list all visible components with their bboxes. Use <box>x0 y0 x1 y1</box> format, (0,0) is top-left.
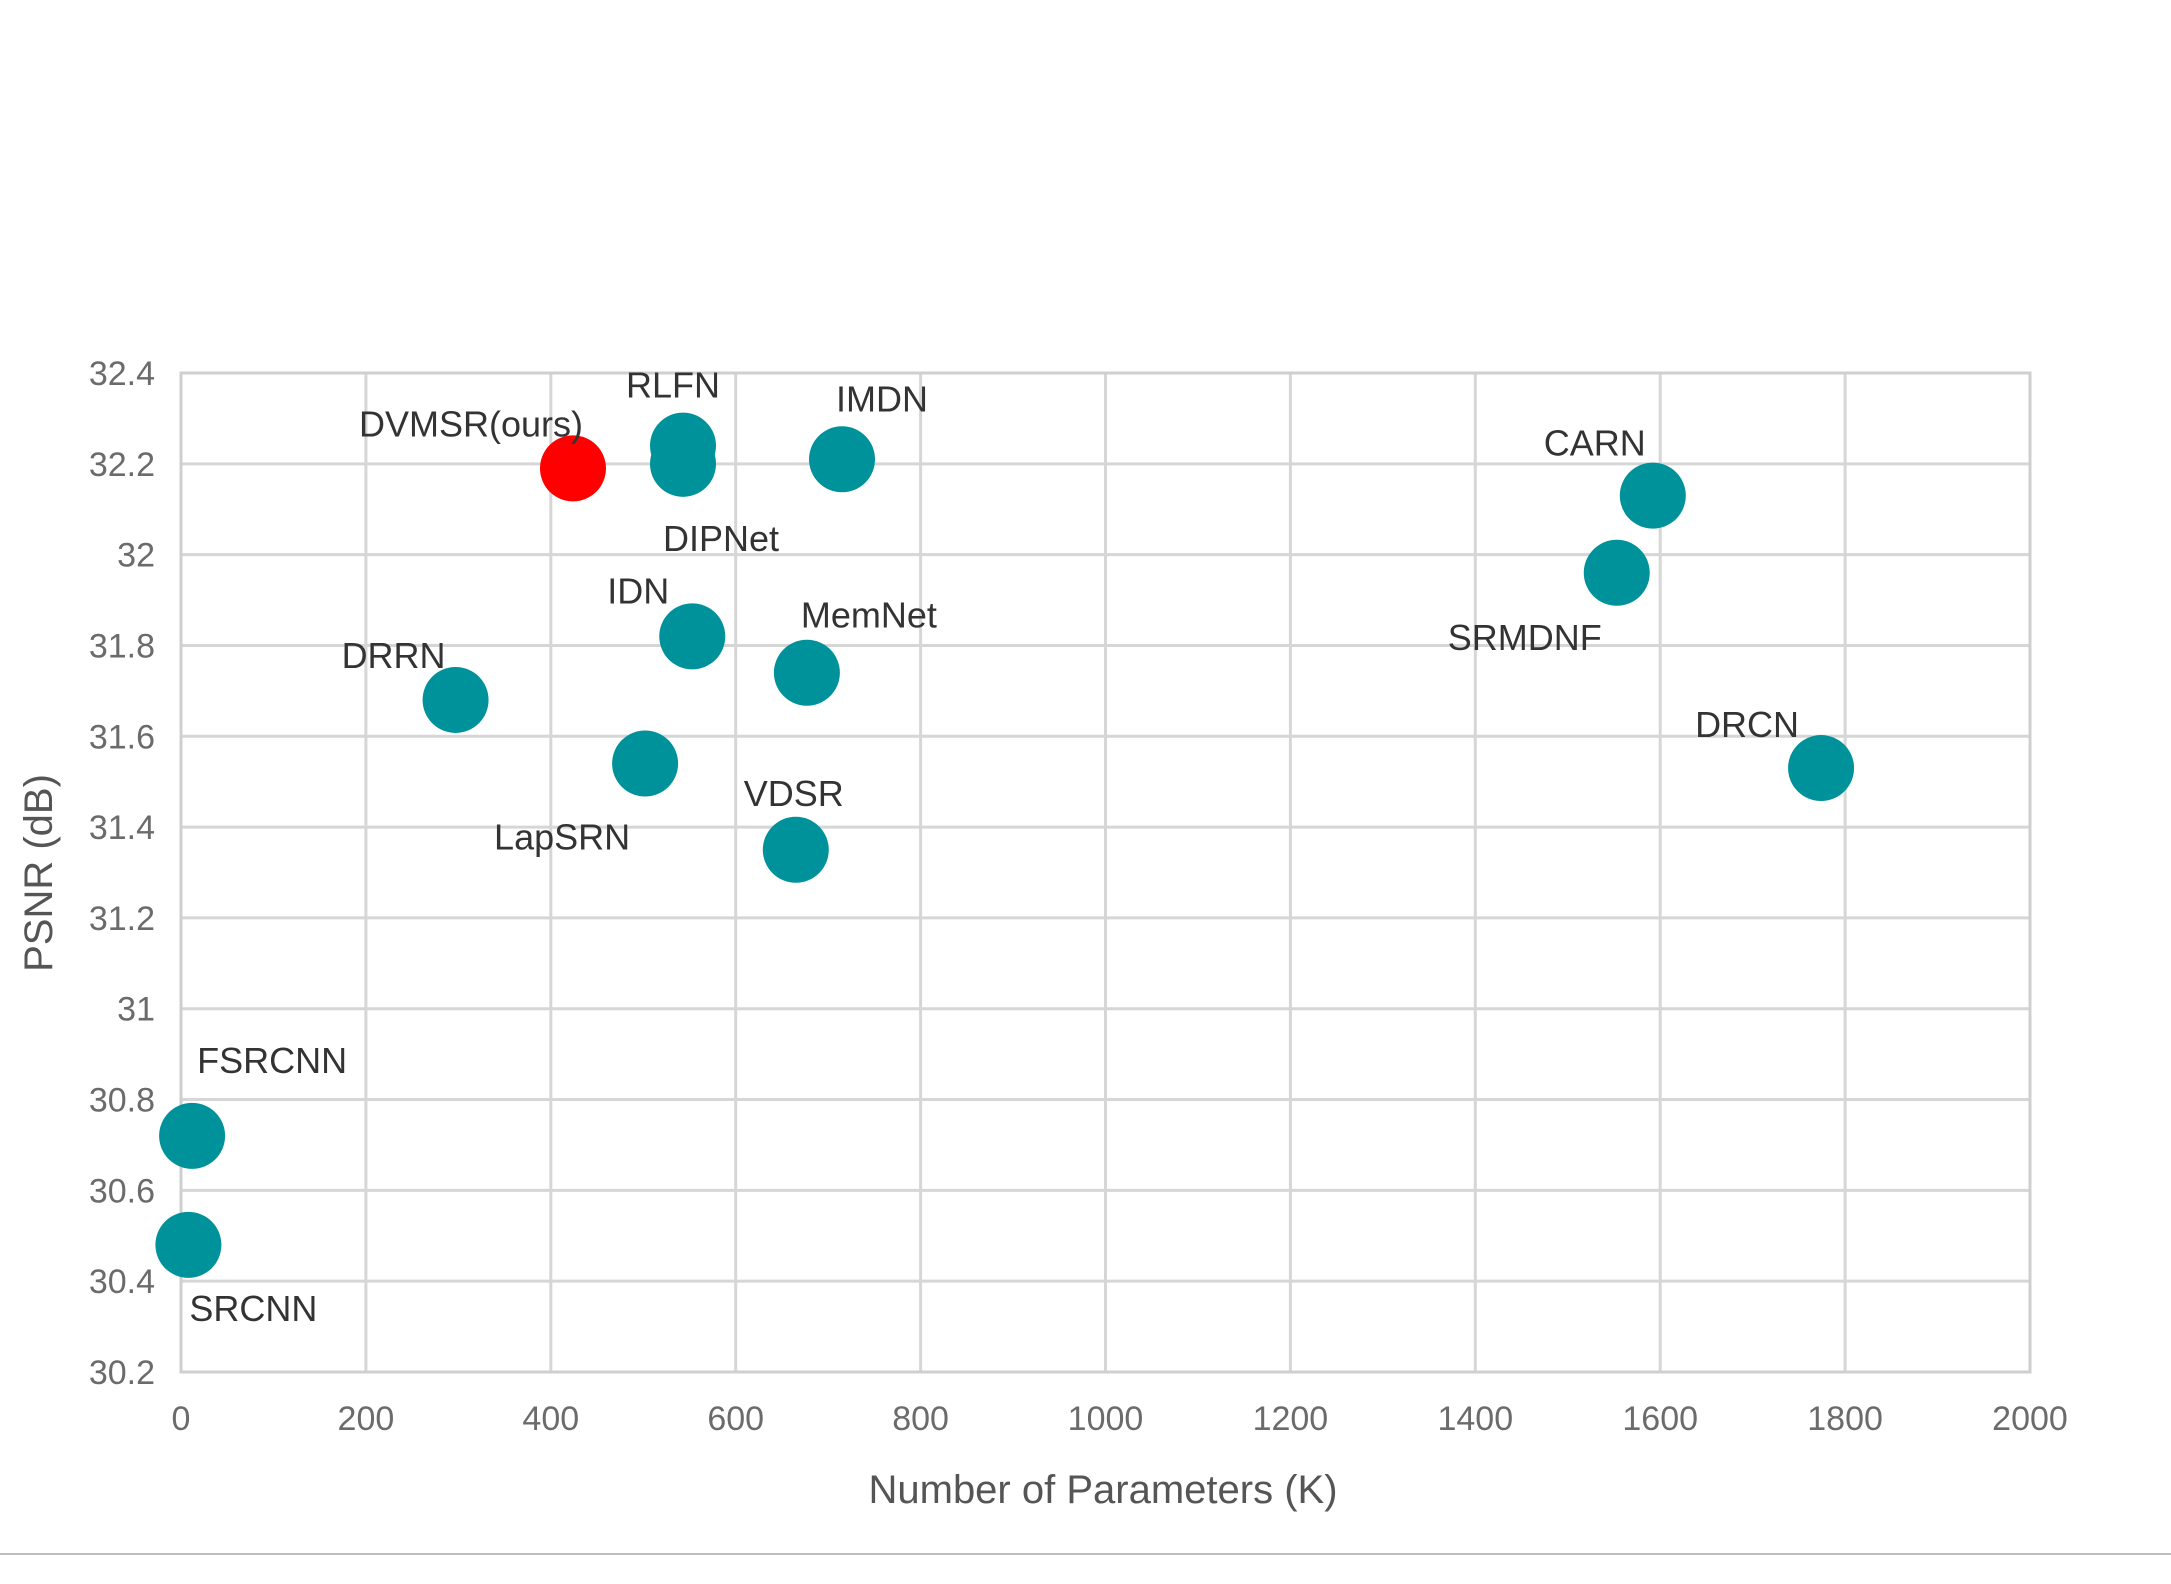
tick-labels: 0 200 400 600 800 1000 1200 1400 1600 1800 2000 30.… <box>89 355 2068 1438</box>
x-tick-label: 1600 <box>1622 1400 1698 1438</box>
x-tick-label: 0 <box>172 1400 191 1438</box>
point-label: SRMDNF <box>1448 617 1602 658</box>
y-tick-label: 30.2 <box>89 1354 155 1392</box>
point-label: MemNet <box>801 595 937 636</box>
y-tick-label: 31.4 <box>89 809 155 847</box>
point-label: DIPNet <box>663 518 779 559</box>
point-label: FSRCNN <box>197 1040 347 1081</box>
data-point <box>762 816 829 883</box>
data-point <box>809 426 876 493</box>
plot-frame <box>179 371 2032 1374</box>
point-label: SRCNN <box>189 1288 317 1329</box>
bottom-divider <box>0 1553 2171 1555</box>
x-tick-label: 1000 <box>1068 1400 1144 1438</box>
y-tick-label: 32.2 <box>89 446 155 484</box>
data-point <box>1788 735 1855 802</box>
point-label: LapSRN <box>494 817 630 858</box>
x-tick-label: 800 <box>892 1400 949 1438</box>
x-tick-label: 1800 <box>1807 1400 1883 1438</box>
x-tick-label: 200 <box>338 1400 395 1438</box>
y-tick-label: 32.4 <box>89 355 155 393</box>
data-point <box>650 430 717 497</box>
data-point <box>155 1211 222 1278</box>
y-tick-label: 31 <box>117 991 155 1029</box>
y-tick-label: 31.6 <box>89 718 155 756</box>
point-label: DVMSR(ours) <box>359 403 583 444</box>
y-tick-label: 30.8 <box>89 1082 155 1120</box>
point-label: DRRN <box>342 635 446 676</box>
point-label: VDSR <box>744 773 844 814</box>
x-tick-label: 1200 <box>1253 1400 1329 1438</box>
y-tick-label: 30.4 <box>89 1263 155 1301</box>
data-point <box>773 639 840 706</box>
data-point <box>1583 539 1650 606</box>
data-points <box>155 412 1855 1278</box>
y-tick-label: 32 <box>117 537 155 575</box>
y-tick-label: 31.2 <box>89 900 155 938</box>
point-label: DRCN <box>1695 704 1799 745</box>
data-point <box>1619 462 1686 529</box>
data-point <box>659 603 726 670</box>
point-label: IDN <box>607 570 669 611</box>
data-point <box>159 1102 226 1169</box>
x-axis-title: Number of Parameters (K) <box>868 1468 1337 1512</box>
y-tick-label: 31.8 <box>89 627 155 665</box>
point-labels: DVMSR(ours) RLFN DIPNet IMDN CARN SRMDNF IDN Me… <box>189 365 1799 1329</box>
point-label: CARN <box>1544 423 1646 464</box>
y-axis-title: PSNR (dB) <box>17 774 61 972</box>
y-tick-label: 30.6 <box>89 1172 155 1210</box>
x-tick-label: 2000 <box>1992 1400 2068 1438</box>
data-point <box>612 730 679 797</box>
data-point <box>422 666 489 733</box>
x-tick-label: 600 <box>707 1400 764 1438</box>
point-label: RLFN <box>626 365 720 406</box>
data-point <box>539 435 606 502</box>
x-tick-label: 400 <box>522 1400 579 1438</box>
grid-lines <box>179 371 2032 1374</box>
x-tick-label: 1400 <box>1437 1400 1513 1438</box>
point-label: IMDN <box>836 378 928 419</box>
